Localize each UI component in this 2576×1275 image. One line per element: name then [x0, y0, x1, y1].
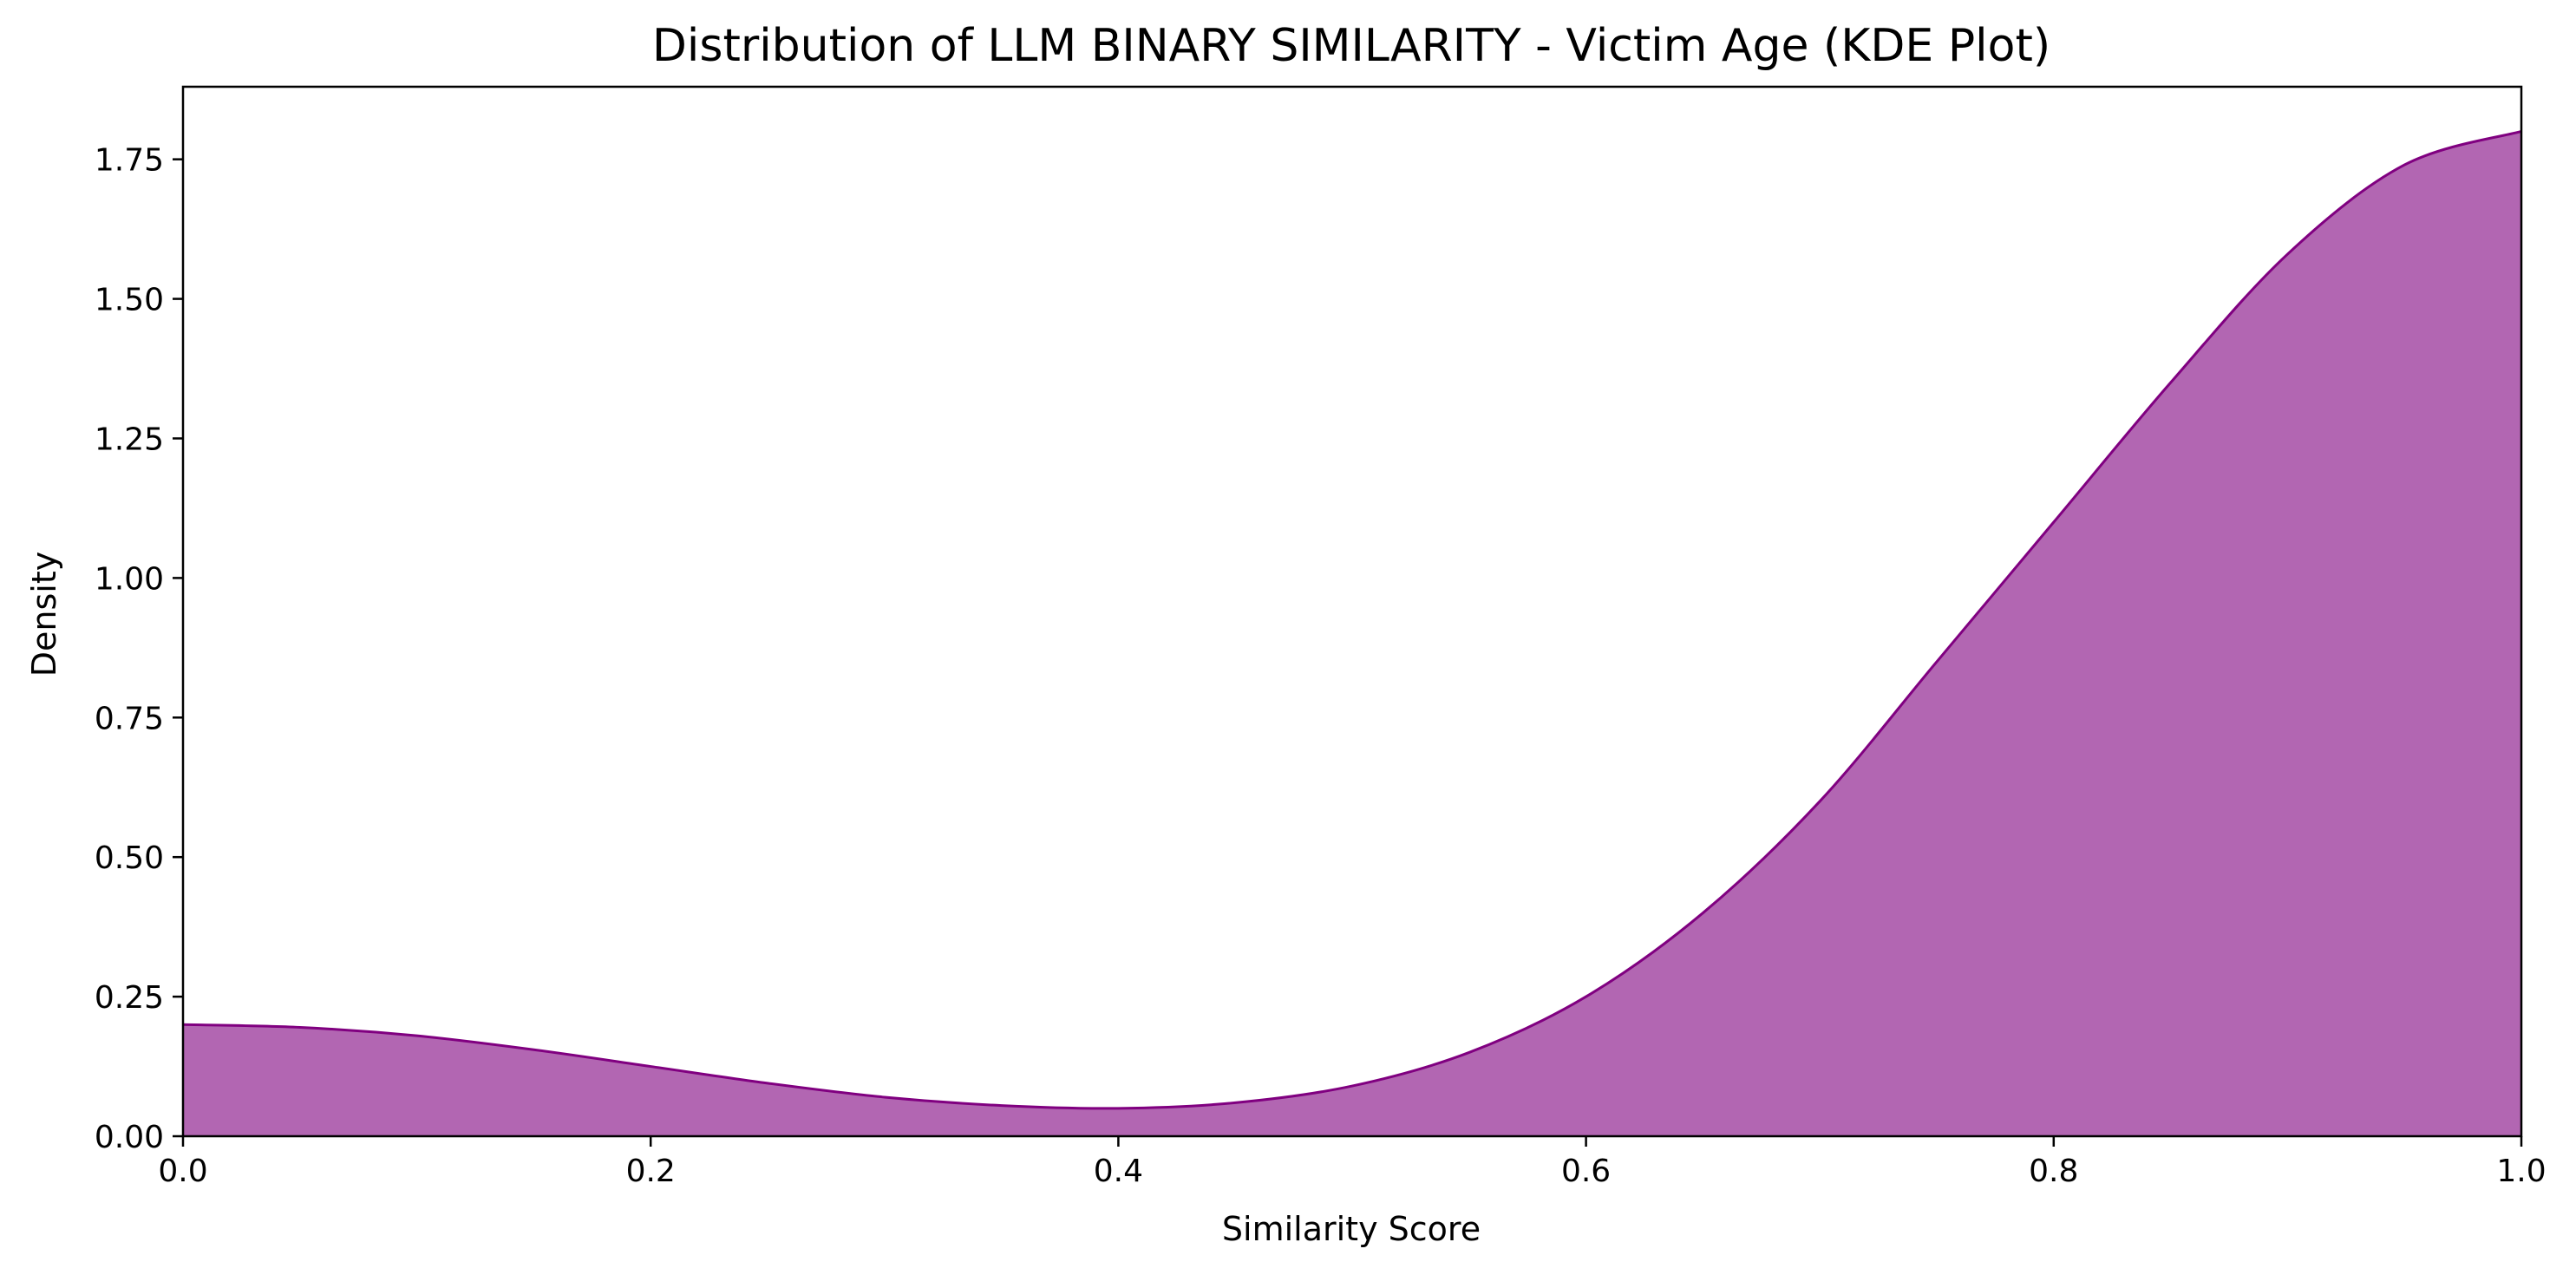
x-axis-label: Similarity Score	[1222, 1210, 1481, 1248]
x-tick-label: 1.0	[2496, 1154, 2546, 1189]
kde-curve-line	[182, 130, 2522, 1110]
x-tick-label: 0.4	[1094, 1154, 1143, 1189]
y-tick-label: 1.50	[95, 283, 164, 318]
plot-area	[182, 130, 2522, 1136]
x-tick-label: 0.0	[158, 1154, 207, 1189]
y-axis-label: Density	[25, 552, 63, 677]
y-tick-label: 1.25	[95, 422, 164, 457]
y-tick-label: 0.75	[95, 701, 164, 736]
chart-title: Distribution of LLM BINARY SIMILARITY - …	[652, 20, 2050, 72]
y-tick-label: 0.00	[95, 1120, 164, 1155]
y-tick-label: 1.00	[95, 561, 164, 597]
x-tick-label: 0.8	[2029, 1154, 2078, 1189]
y-tick-label: 0.25	[95, 980, 164, 1016]
kde-area-fill	[183, 131, 2521, 1136]
x-tick-label: 0.6	[1561, 1154, 1611, 1189]
x-tick-label: 0.2	[626, 1154, 676, 1189]
y-tick-label: 1.75	[95, 143, 164, 179]
y-tick-label: 0.50	[95, 840, 164, 876]
axes-frame	[181, 85, 2523, 1138]
axes: 0.0 0.2 0.4 0.6 0.8 1.0 0.00 0.25 0.50 0.75 1.00 1.…	[95, 85, 2547, 1189]
